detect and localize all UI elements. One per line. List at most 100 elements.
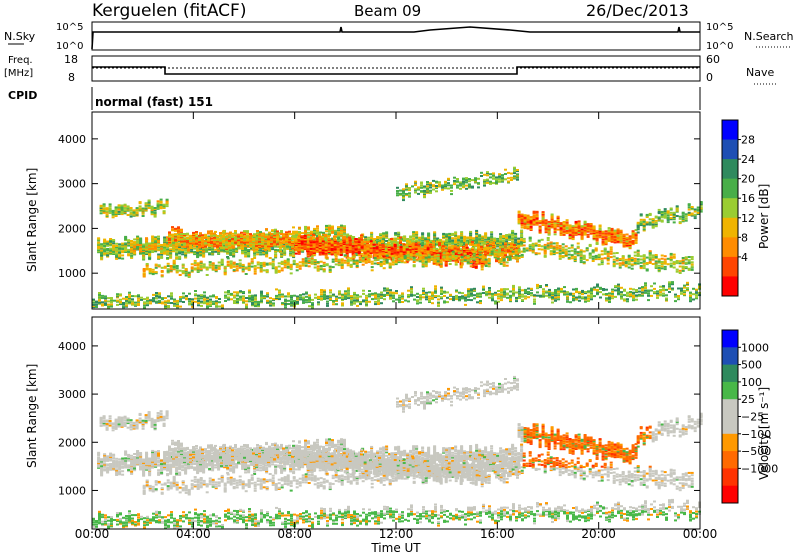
power-cell — [217, 249, 220, 252]
power-cell — [384, 244, 387, 247]
power-cell — [520, 229, 524, 232]
power-cell — [397, 260, 401, 262]
power-cell — [435, 251, 439, 254]
power-cell — [568, 229, 572, 232]
power-cell — [163, 236, 167, 239]
power-cell — [520, 243, 524, 246]
power-cell — [448, 256, 452, 259]
power-cell — [483, 250, 487, 253]
power-cell — [253, 250, 257, 253]
power-cell — [225, 241, 228, 244]
power-cell — [181, 266, 185, 269]
power-cell — [330, 240, 334, 243]
power-cell — [199, 261, 203, 264]
power-cell — [400, 259, 404, 262]
power-cell — [199, 254, 203, 257]
power-cell — [541, 212, 545, 215]
power-cell — [226, 250, 230, 253]
power-cell — [526, 220, 530, 222]
power-cell — [211, 268, 215, 271]
power-cell — [201, 234, 204, 237]
power-cell — [136, 240, 139, 243]
power-cell — [318, 251, 322, 254]
power-cell — [249, 233, 252, 236]
power-cell — [327, 241, 331, 244]
power-cell — [219, 233, 222, 236]
power-cell — [396, 251, 400, 254]
power-cell — [286, 246, 290, 249]
power-cell — [475, 256, 479, 258]
power-cell — [459, 242, 462, 245]
power-cell — [136, 246, 139, 248]
power-cell — [121, 246, 125, 249]
power-cell — [112, 244, 116, 247]
power-cell — [325, 230, 328, 233]
power-cell — [274, 256, 278, 259]
power-cell — [177, 239, 180, 242]
power-cell — [151, 268, 155, 271]
power-cell — [225, 236, 228, 239]
power-cell — [199, 233, 202, 236]
power-cell — [433, 260, 437, 263]
power-cell — [529, 229, 533, 231]
power-cell — [478, 255, 482, 258]
power-cell — [460, 260, 464, 263]
power-cell — [364, 261, 368, 264]
power-cell — [253, 267, 257, 270]
power-cell — [160, 275, 164, 278]
power-cell — [279, 239, 282, 242]
power-cell — [184, 252, 188, 255]
power-cell — [157, 249, 161, 252]
power-cell — [148, 244, 151, 247]
power-cell — [331, 260, 335, 263]
power-cell — [408, 249, 412, 252]
power-cell — [535, 223, 539, 226]
power-cell — [262, 251, 266, 254]
power-cell — [367, 259, 371, 261]
power-cell — [208, 252, 212, 255]
power-cell — [274, 254, 278, 257]
power-cell — [244, 250, 248, 253]
power-cell — [460, 240, 464, 243]
power-cell — [397, 231, 401, 234]
power-cell — [493, 250, 497, 253]
power-cell — [246, 234, 249, 237]
power-cell — [291, 236, 294, 239]
power-cell — [222, 231, 225, 234]
power-cell — [454, 242, 458, 245]
power-cell — [469, 238, 473, 241]
power-cell — [145, 253, 149, 255]
power-cell — [463, 253, 467, 256]
power-cell — [427, 239, 431, 241]
power-cell — [409, 256, 413, 259]
power-cell — [559, 222, 563, 225]
power-cell — [109, 253, 113, 255]
power-cell — [139, 250, 142, 253]
power-cell — [292, 263, 296, 266]
power-cell — [148, 242, 151, 245]
power-cell — [216, 237, 219, 240]
power-cell — [262, 237, 265, 240]
power-cell — [195, 233, 198, 236]
power-cell — [186, 237, 189, 239]
power-cell — [276, 231, 279, 234]
power-cell — [211, 262, 215, 265]
power-cell — [457, 243, 461, 246]
power-cell — [483, 257, 487, 260]
power-cell — [574, 232, 578, 235]
power-cell — [351, 247, 355, 250]
power-cell — [411, 242, 415, 245]
power-cell — [547, 227, 551, 230]
power-cell — [421, 235, 425, 238]
power-cell — [327, 244, 331, 247]
power-cell — [168, 231, 171, 234]
power-cell — [241, 270, 245, 273]
power-cell — [166, 265, 170, 267]
power-cell — [474, 262, 478, 265]
power-cell — [447, 249, 451, 252]
power-cell — [237, 236, 240, 239]
power-cell — [484, 262, 488, 265]
power-cell — [313, 227, 316, 230]
power-cell — [366, 246, 370, 249]
power-cell — [420, 251, 424, 254]
